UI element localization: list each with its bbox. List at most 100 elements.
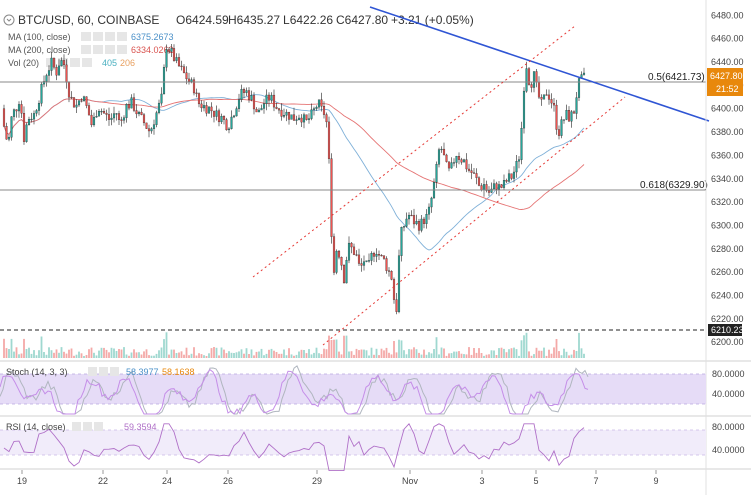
volume-bar xyxy=(230,352,233,358)
volume-bar xyxy=(290,354,293,358)
eye-icon[interactable] xyxy=(81,32,91,41)
candle-body xyxy=(287,111,291,120)
volume-bar xyxy=(73,355,75,358)
candle-body xyxy=(50,57,53,71)
candle-body xyxy=(455,156,458,163)
candle-body xyxy=(230,116,233,129)
candle-body xyxy=(535,71,538,83)
candle-body xyxy=(212,110,216,117)
volume-bar xyxy=(483,355,485,358)
candle-body xyxy=(235,108,238,117)
volume-bar xyxy=(140,354,143,358)
settings-icon[interactable] xyxy=(83,422,92,431)
more-icon[interactable] xyxy=(117,45,127,54)
more-icon[interactable] xyxy=(117,32,127,41)
candle-body xyxy=(545,94,548,96)
candle-body xyxy=(215,110,218,117)
eye-icon[interactable] xyxy=(81,45,91,54)
ma200-line[interactable] xyxy=(3,98,585,210)
candle-body xyxy=(375,254,378,257)
volume-bar xyxy=(108,352,110,358)
eye-icon[interactable] xyxy=(72,422,81,431)
legend-header: BTC/USD, 60, COINBASE O6424.59 H6435.27 … xyxy=(3,13,474,68)
candle-body xyxy=(582,72,586,75)
volume-bar xyxy=(503,348,505,358)
volume-bar xyxy=(178,352,180,358)
candle-body xyxy=(495,183,498,190)
settings-icon[interactable] xyxy=(99,367,108,376)
candle-body xyxy=(410,214,413,217)
volume-bar xyxy=(110,347,113,358)
channel-upper-line[interactable] xyxy=(252,25,576,278)
volume-bar xyxy=(185,347,188,358)
volume-bar xyxy=(248,354,250,358)
candle-body xyxy=(540,97,543,100)
volume-bar xyxy=(55,349,58,358)
candle-body xyxy=(207,106,211,114)
volume-bar xyxy=(395,352,398,358)
volume-bar xyxy=(23,338,25,358)
candle-body xyxy=(342,265,346,284)
candle-body xyxy=(210,106,213,112)
settings-icon[interactable] xyxy=(93,45,103,54)
price-tick-label: 6400.00 xyxy=(711,104,744,114)
volume-bar xyxy=(465,354,468,358)
volume-bar xyxy=(210,348,213,358)
candle-body xyxy=(427,206,431,215)
candle-body xyxy=(150,128,153,132)
vol-controls[interactable] xyxy=(46,58,92,67)
candle-body xyxy=(160,93,163,104)
channel-lower-line[interactable] xyxy=(322,96,626,346)
ma100-controls[interactable] xyxy=(81,32,127,41)
volume-bar xyxy=(308,349,310,358)
close-icon[interactable] xyxy=(110,367,119,376)
candle-body xyxy=(275,106,278,109)
volume-bar xyxy=(68,349,70,358)
collapse-icon[interactable] xyxy=(3,14,15,26)
eye-icon[interactable] xyxy=(88,367,97,376)
volume-bar xyxy=(233,353,235,358)
close-icon[interactable] xyxy=(105,45,115,54)
volume-bar xyxy=(298,351,300,358)
candle-body xyxy=(425,214,428,224)
more-icon[interactable] xyxy=(82,58,92,67)
volume-bar xyxy=(500,347,503,358)
volume-bar xyxy=(70,348,73,358)
stoch-d-line[interactable] xyxy=(0,369,589,415)
volume-bar xyxy=(118,349,120,358)
close-icon[interactable] xyxy=(70,58,80,67)
volume-bar xyxy=(438,354,440,358)
volume-bar xyxy=(570,354,573,358)
descending-trendline[interactable] xyxy=(369,6,710,122)
candle-body xyxy=(390,271,393,280)
ma100-value: 6375.2673 xyxy=(131,32,174,42)
rsi-line-path[interactable] xyxy=(3,423,585,472)
ma200-controls[interactable] xyxy=(81,45,127,54)
bar-countdown: 21:52 xyxy=(716,84,739,94)
candle-body xyxy=(105,112,108,115)
candle-body xyxy=(270,94,273,101)
volume-bar xyxy=(208,353,210,358)
candle-body xyxy=(322,106,326,115)
candle-body xyxy=(132,97,136,111)
candle-body xyxy=(72,97,76,108)
volume-bar xyxy=(398,339,400,358)
candle-body xyxy=(497,184,501,190)
volume-bar xyxy=(550,353,553,358)
volume-bar xyxy=(533,354,535,358)
time-axis[interactable]: 19 22 24 26 29 Nov 3 5 7 9 xyxy=(17,470,659,486)
candle-body xyxy=(120,119,123,121)
close-icon[interactable] xyxy=(105,32,115,41)
candle-body xyxy=(572,111,576,114)
settings-icon[interactable] xyxy=(93,32,103,41)
volume-bar xyxy=(330,340,333,358)
candle-body xyxy=(365,260,368,262)
price-axis[interactable]: 6480.006460.006440.006420.006400.006380.… xyxy=(711,10,744,347)
time-tick-label: 5 xyxy=(533,476,538,486)
volume-bar xyxy=(78,351,80,358)
stoch-k-line[interactable] xyxy=(0,365,589,415)
candle-body xyxy=(387,270,391,272)
volume-bar xyxy=(383,350,385,358)
candle-body xyxy=(77,100,81,106)
close-icon[interactable] xyxy=(94,422,103,431)
